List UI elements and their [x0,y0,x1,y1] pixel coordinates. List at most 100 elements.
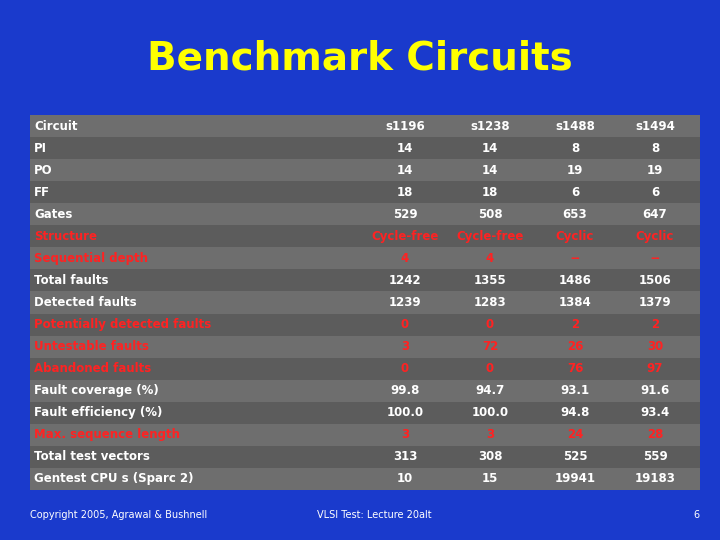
Bar [30,380,700,402]
Text: 19: 19 [647,164,663,177]
Text: s1488: s1488 [555,119,595,132]
Text: Detected faults: Detected faults [34,296,137,309]
Text: s1494: s1494 [635,119,675,132]
Text: 30: 30 [647,340,663,353]
Text: Sequential depth: Sequential depth [34,252,148,265]
Text: 72: 72 [482,340,498,353]
Text: Copyright 2005, Agrawal & Bushnell: Copyright 2005, Agrawal & Bushnell [30,510,207,520]
Bar [30,203,700,225]
Bar [30,357,700,380]
Text: Untestable faults: Untestable faults [34,340,149,353]
Text: 10: 10 [397,472,413,485]
Text: 647: 647 [643,208,667,221]
Text: 1239: 1239 [389,296,421,309]
Text: 93.4: 93.4 [640,406,670,419]
Text: Cyclic: Cyclic [636,230,674,243]
Text: PO: PO [34,164,53,177]
Text: 100.0: 100.0 [472,406,508,419]
Bar [30,424,700,446]
Bar [30,225,700,247]
Text: 653: 653 [563,208,588,221]
Bar [30,446,700,468]
Text: 1486: 1486 [559,274,591,287]
Bar [30,314,700,335]
Text: 15: 15 [482,472,498,485]
Text: 3: 3 [486,428,494,441]
Text: --: -- [650,252,660,265]
Text: 94.8: 94.8 [560,406,590,419]
Text: Gates: Gates [34,208,73,221]
Bar [30,402,700,424]
Text: 6: 6 [651,186,659,199]
Text: 14: 14 [397,141,413,154]
Text: Cyclic: Cyclic [556,230,594,243]
Text: 24: 24 [567,428,583,441]
Text: 26: 26 [567,340,583,353]
Text: 508: 508 [477,208,503,221]
Text: 8: 8 [571,141,579,154]
Bar [30,137,700,159]
Text: 313: 313 [393,450,417,463]
Text: 91.6: 91.6 [640,384,670,397]
Text: Total faults: Total faults [34,274,109,287]
Text: --: -- [570,252,580,265]
Text: 1384: 1384 [559,296,591,309]
Text: 3: 3 [401,428,409,441]
Bar [30,335,700,357]
Text: Cycle-free: Cycle-free [456,230,523,243]
Text: s1196: s1196 [385,119,425,132]
Text: Total test vectors: Total test vectors [34,450,150,463]
Text: Structure: Structure [34,230,97,243]
Text: Fault coverage (%): Fault coverage (%) [34,384,158,397]
Text: 14: 14 [397,164,413,177]
Text: 19183: 19183 [634,472,675,485]
Text: Cycle-free: Cycle-free [372,230,438,243]
Text: Potentially detected faults: Potentially detected faults [34,318,211,331]
Text: 0: 0 [401,318,409,331]
Text: 1283: 1283 [474,296,506,309]
Text: 559: 559 [643,450,667,463]
Text: 76: 76 [567,362,583,375]
Text: 1379: 1379 [639,296,671,309]
Bar [30,115,700,137]
Text: 28: 28 [647,428,663,441]
Text: 18: 18 [482,186,498,199]
Text: Gentest CPU s (Sparc 2): Gentest CPU s (Sparc 2) [34,472,194,485]
Text: Max. sequence length: Max. sequence length [34,428,180,441]
Text: 99.8: 99.8 [390,384,420,397]
Bar [30,292,700,314]
Text: 18: 18 [397,186,413,199]
Text: 4: 4 [401,252,409,265]
Text: 100.0: 100.0 [387,406,423,419]
Text: 14: 14 [482,141,498,154]
Text: 93.1: 93.1 [560,384,590,397]
Text: 0: 0 [486,362,494,375]
Text: 2: 2 [571,318,579,331]
Text: PI: PI [34,141,47,154]
Text: 308: 308 [478,450,503,463]
Text: 94.7: 94.7 [475,384,505,397]
Text: 2: 2 [651,318,659,331]
Text: Fault efficiency (%): Fault efficiency (%) [34,406,163,419]
Text: 525: 525 [563,450,588,463]
Text: 0: 0 [401,362,409,375]
Text: 8: 8 [651,141,659,154]
Text: 1242: 1242 [389,274,421,287]
Text: FF: FF [34,186,50,199]
Text: 97: 97 [647,362,663,375]
Text: 1506: 1506 [639,274,671,287]
Bar [30,181,700,203]
Text: VLSI Test: Lecture 20alt: VLSI Test: Lecture 20alt [317,510,431,520]
Text: 4: 4 [486,252,494,265]
Text: 6: 6 [571,186,579,199]
Text: Abandoned faults: Abandoned faults [34,362,151,375]
Text: s1238: s1238 [470,119,510,132]
Text: 529: 529 [392,208,418,221]
Text: 6: 6 [694,510,700,520]
Text: 3: 3 [401,340,409,353]
Text: Benchmark Circuits: Benchmark Circuits [147,39,573,77]
Bar [30,247,700,269]
Bar [30,269,700,292]
Text: 14: 14 [482,164,498,177]
Bar [30,159,700,181]
